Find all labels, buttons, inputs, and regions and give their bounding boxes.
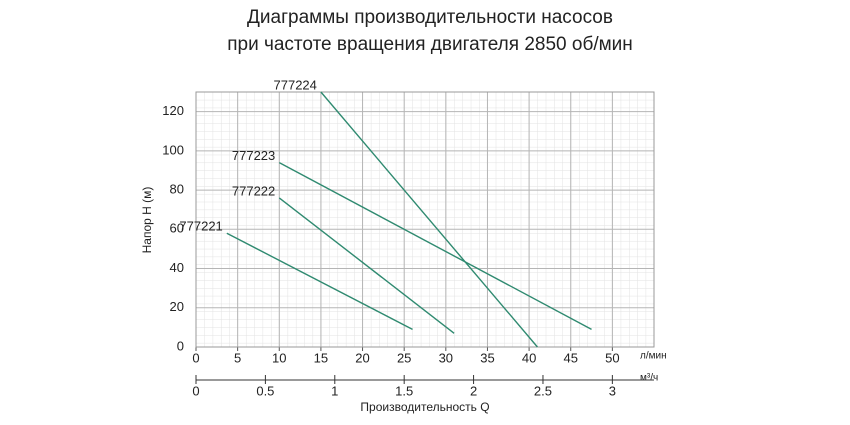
series-line [278, 161, 592, 330]
minor-grid [196, 92, 654, 347]
x2-tick-label: 0.5 [256, 383, 274, 398]
x-tick-label: 40 [522, 350, 536, 365]
series-label: 777224 [274, 77, 317, 92]
x2-tick-label: 0 [192, 383, 199, 398]
series-label: 777223 [232, 148, 275, 163]
y-tick-label: 40 [170, 260, 184, 275]
x-tick-label: 45 [563, 350, 577, 365]
series-label: 777222 [232, 183, 275, 198]
series-label: 777221 [179, 219, 222, 234]
x2-tick-label: 2.5 [534, 383, 552, 398]
y-tick-label: 60 [170, 221, 184, 236]
x-tick-label: 20 [355, 350, 369, 365]
y-tick-label: 80 [170, 182, 184, 197]
plot-frame [195, 91, 655, 348]
chart-subtitle: при частоте вращения двигателя 2850 об/м… [227, 34, 633, 55]
y-tick-label: 0 [177, 338, 184, 353]
y-tick-label: 120 [162, 103, 184, 118]
x-tick-label: 10 [272, 350, 286, 365]
x2-tick-label: 2 [470, 383, 477, 398]
series-line [278, 197, 455, 334]
x-tick-label: 5 [234, 350, 241, 365]
y-tick-label: 100 [162, 142, 184, 157]
x2-tick-label: 1.5 [395, 383, 413, 398]
x-axis-label: Производительность Q [360, 400, 489, 414]
y-axis-label: Напор H (м) [140, 187, 154, 254]
x-tick-label: 15 [314, 350, 328, 365]
y-tick-label: 20 [170, 299, 184, 314]
x-tick-label: 50 [605, 350, 619, 365]
x2-tick-label: 1 [331, 383, 338, 398]
chart-title: Диаграммы производительности насосов [247, 7, 613, 28]
x-tick-label: 0 [192, 350, 199, 365]
x-tick-label: 35 [480, 350, 494, 365]
series-line [226, 232, 413, 330]
x-unit: л/мин [640, 351, 667, 362]
x-tick-label: 30 [439, 350, 453, 365]
x2-unit: м³/ч [640, 373, 658, 384]
series-line [320, 91, 538, 348]
x-tick-label: 25 [397, 350, 411, 365]
x2-tick-label: 3 [609, 383, 616, 398]
